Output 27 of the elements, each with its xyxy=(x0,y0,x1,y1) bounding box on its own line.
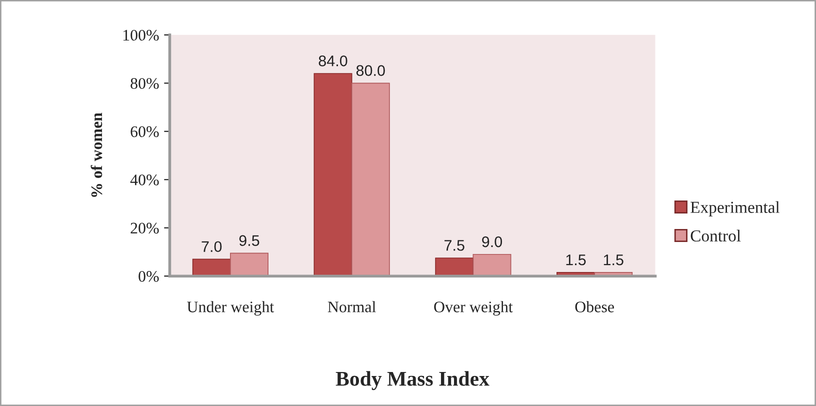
x-tick-label: Normal xyxy=(328,301,376,312)
y-tick-label: 60% xyxy=(130,126,159,138)
data-label: 7.5 xyxy=(444,240,464,251)
x-tick-label: Over weight xyxy=(434,301,513,316)
y-tick-label: 40% xyxy=(130,174,159,186)
x-tick-label: Obese xyxy=(575,301,614,312)
y-tick-label: 0% xyxy=(138,271,159,282)
data-label: 84.0 xyxy=(318,55,348,66)
bar xyxy=(435,258,474,276)
data-label: 1.5 xyxy=(566,254,586,266)
data-label: 80.0 xyxy=(356,65,385,76)
bar xyxy=(230,252,268,276)
data-label: 9.5 xyxy=(239,235,260,246)
data-label: 9.0 xyxy=(482,236,502,248)
bar xyxy=(472,254,512,276)
x-tick-label: Under weight xyxy=(187,301,274,316)
legend-label: Experimental xyxy=(690,201,780,216)
y-axis-title: % of women xyxy=(90,112,102,197)
x-axis-title: Body Mass Index xyxy=(336,371,490,390)
y-tick-label: 100% xyxy=(123,30,159,41)
y-tick-label: 20% xyxy=(130,222,159,234)
y-tick-label: 80% xyxy=(130,78,159,89)
bar xyxy=(314,73,352,276)
data-label: 7.0 xyxy=(202,241,222,252)
bar xyxy=(351,82,390,276)
legend-label: Control xyxy=(690,230,741,242)
data-label: 1.5 xyxy=(604,254,624,266)
